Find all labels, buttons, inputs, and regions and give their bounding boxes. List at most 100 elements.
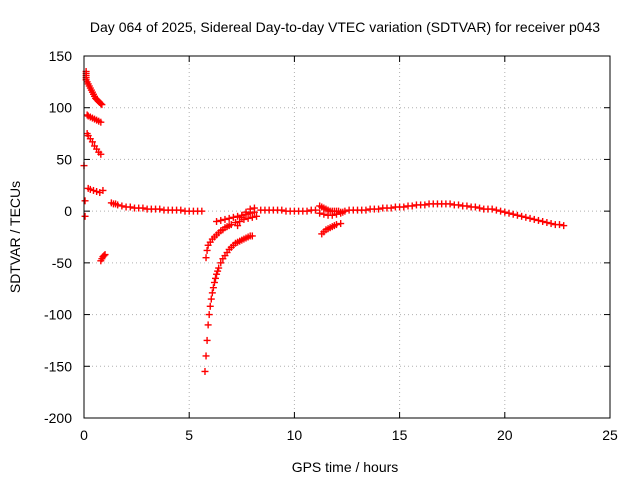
- data-point: [501, 208, 509, 216]
- x-axis-label: GPS time / hours: [292, 459, 399, 475]
- data-point: [463, 202, 471, 210]
- data-point: [244, 214, 252, 222]
- data-point: [534, 216, 542, 224]
- x-tick-label: 15: [392, 427, 408, 443]
- y-tick-label: 50: [56, 151, 72, 167]
- data-point: [341, 207, 349, 215]
- data-point: [556, 221, 564, 229]
- data-point: [221, 215, 229, 223]
- data-point: [204, 321, 212, 329]
- data-point: [497, 207, 505, 215]
- data-point: [303, 207, 311, 215]
- data-point: [89, 186, 97, 194]
- data-point: [242, 208, 250, 216]
- data-point: [126, 203, 134, 211]
- data-point: [471, 203, 479, 211]
- data-point: [505, 209, 513, 217]
- data-point: [212, 274, 219, 282]
- data-point: [234, 212, 242, 220]
- data-point: [210, 279, 218, 287]
- x-tick-label: 0: [80, 427, 88, 443]
- data-point: [328, 211, 336, 219]
- x-tick-label: 25: [602, 427, 618, 443]
- data-point: [320, 210, 328, 218]
- data-point: [201, 367, 209, 375]
- data-point: [400, 203, 408, 211]
- data-point: [455, 201, 463, 209]
- data-point: [227, 221, 235, 229]
- data-point: [362, 206, 370, 214]
- data-point: [248, 232, 256, 240]
- data-point: [311, 206, 319, 214]
- data-point: [248, 213, 256, 221]
- data-point: [98, 101, 106, 109]
- data-point: [203, 246, 211, 254]
- data-point: [316, 209, 324, 217]
- data-point: [513, 211, 521, 219]
- data-point: [332, 210, 340, 218]
- data-point: [88, 138, 96, 146]
- data-point: [547, 220, 555, 228]
- data-point: [214, 267, 222, 275]
- data-point: [202, 254, 210, 262]
- data-point: [213, 217, 221, 225]
- x-tick-label: 5: [185, 427, 193, 443]
- data-point: [177, 206, 185, 214]
- y-tick-label: 100: [49, 100, 73, 116]
- data-point: [205, 311, 213, 319]
- data-point: [217, 259, 225, 267]
- y-tick-label: 150: [49, 48, 73, 64]
- plot-frame: [83, 55, 611, 419]
- data-point: [139, 204, 147, 212]
- data-point: [238, 213, 246, 221]
- data-point: [101, 251, 109, 259]
- data-point: [518, 212, 526, 220]
- data-point: [446, 200, 454, 208]
- data-point: [208, 289, 216, 297]
- data-point: [509, 210, 517, 218]
- data-point: [236, 217, 244, 225]
- x-tick-label: 10: [287, 427, 303, 443]
- data-point: [526, 214, 534, 222]
- data-point: [81, 197, 89, 205]
- data-point: [118, 202, 126, 210]
- data-point: [337, 209, 345, 217]
- data-points: [80, 68, 568, 375]
- data-point: [476, 204, 484, 212]
- data-point: [97, 100, 105, 108]
- y-tick-label: -150: [44, 358, 72, 374]
- data-point: [408, 202, 416, 210]
- data-point: [207, 295, 215, 303]
- data-point: [229, 213, 237, 221]
- data-point: [278, 206, 286, 214]
- data-point: [421, 201, 429, 209]
- data-point: [156, 205, 164, 213]
- data-point: [332, 221, 340, 229]
- data-point: [100, 252, 108, 260]
- data-point: [81, 212, 89, 220]
- data-point: [387, 204, 395, 212]
- data-point: [209, 284, 217, 292]
- grid-lines: [84, 56, 610, 418]
- data-point: [253, 212, 261, 220]
- data-point: [86, 185, 94, 193]
- data-point: [492, 206, 500, 214]
- data-point: [99, 186, 107, 194]
- data-point: [97, 150, 105, 158]
- data-point: [488, 205, 496, 213]
- data-point: [225, 214, 233, 222]
- data-point: [560, 222, 568, 230]
- data-point: [375, 205, 383, 213]
- data-point: [198, 207, 206, 215]
- x-tick-label: 20: [497, 427, 513, 443]
- y-tick-label: -50: [52, 255, 72, 271]
- data-point: [215, 264, 223, 272]
- y-axis-label: SDTVAR / TECUs: [7, 181, 23, 293]
- data-point: [246, 205, 254, 213]
- data-point: [114, 201, 122, 209]
- data-point: [539, 217, 547, 225]
- chart-title: Day 064 of 2025, Sidereal Day-to-day VTE…: [90, 19, 600, 35]
- data-point: [522, 213, 530, 221]
- y-tick-label: -200: [44, 410, 72, 426]
